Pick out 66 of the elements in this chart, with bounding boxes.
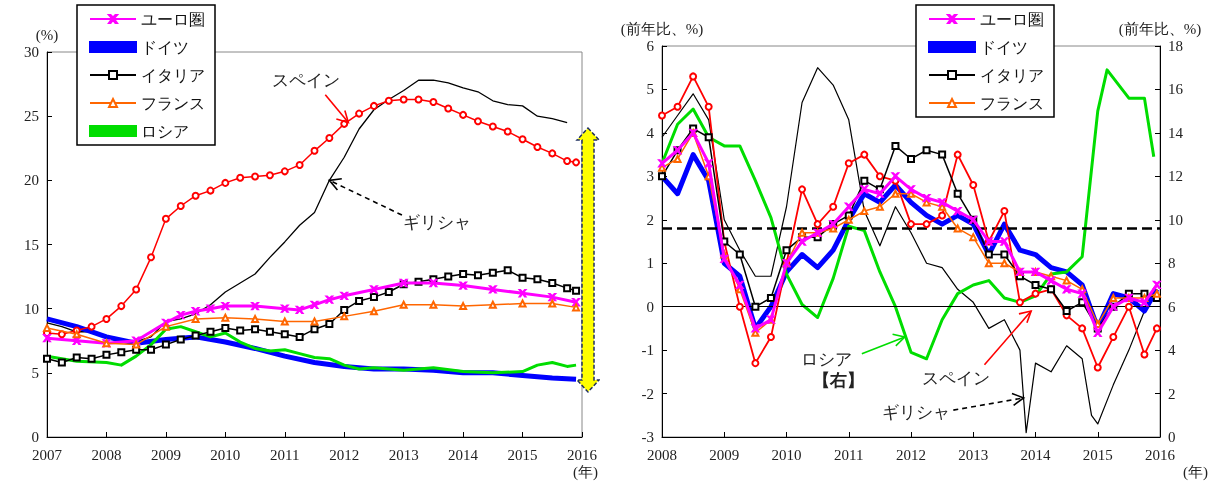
x-tick-label: 2012 — [896, 446, 926, 463]
x-tick-label: 2016 — [567, 446, 598, 463]
y-tick-label: 3 — [646, 168, 654, 185]
x-tick-label: 2010 — [210, 446, 241, 463]
y-tick-label: 30 — [24, 44, 39, 60]
x-tick-label: 2014 — [448, 446, 479, 463]
y-tick-label: 0 — [31, 429, 39, 445]
x-axis-title: (年) — [573, 463, 599, 481]
annotation: ギリシャ — [881, 403, 950, 423]
annotation: 【右】 — [813, 371, 864, 390]
y-tick-label: -2 — [641, 385, 654, 402]
y2-tick-label: 2 — [1168, 385, 1176, 402]
legend-label: ユーロ圏 — [980, 10, 1044, 28]
y2-tick-label: 14 — [1168, 124, 1184, 141]
legend-label: イタリア — [141, 66, 205, 84]
y2-axis-title: (前年比、%) — [1118, 20, 1202, 38]
y-tick-label: 2 — [646, 211, 654, 228]
x-tick-label: 2008 — [91, 446, 122, 463]
y-tick-label: -1 — [641, 342, 654, 359]
x-axis-title: (年) — [1183, 463, 1209, 481]
y-tick-label: 25 — [24, 108, 39, 125]
y-tick-label: 1 — [646, 255, 654, 272]
legend-label: ドイツ — [980, 38, 1028, 56]
legend-label: ドイツ — [141, 38, 189, 56]
y2-tick-label: 16 — [1168, 81, 1184, 98]
legend-label: ロシア — [141, 122, 189, 140]
y-tick-label: 4 — [646, 124, 655, 141]
y-axis-title: (%) — [35, 26, 59, 44]
x-tick-label: 2008 — [647, 446, 677, 463]
y2-tick-label: 6 — [1168, 298, 1176, 315]
annotation: スペイン — [922, 368, 991, 388]
y2-tick-label: 18 — [1168, 38, 1183, 54]
x-tick-label: 2009 — [150, 446, 181, 463]
x-tick-label: 2016 — [1145, 446, 1176, 463]
x-tick-label: 2015 — [507, 446, 538, 463]
y2-tick-label: 4 — [1168, 342, 1176, 359]
y-tick-label: 5 — [646, 81, 654, 98]
y-axis-title: (前年比、%) — [620, 20, 704, 38]
x-tick-label: 2007 — [32, 446, 63, 463]
y-tick-label: 6 — [646, 38, 655, 54]
y2-tick-label: 12 — [1168, 168, 1183, 185]
x-tick-label: 2011 — [270, 446, 300, 463]
x-tick-label: 2013 — [388, 446, 419, 463]
y2-tick-label: 0 — [1168, 429, 1176, 445]
legend-label: フランス — [980, 94, 1044, 112]
x-tick-label: 2015 — [1082, 446, 1113, 463]
x-tick-label: 2014 — [1020, 446, 1051, 463]
annotation: ギリシャ — [403, 212, 472, 232]
y-tick-label: 5 — [31, 364, 39, 381]
annotation: スペイン — [272, 71, 341, 91]
y-tick-label: 15 — [24, 236, 39, 253]
y-tick-label: 10 — [24, 300, 39, 317]
x-tick-label: 2009 — [709, 446, 740, 463]
x-tick-label: 2012 — [329, 446, 360, 463]
y-tick-label: 0 — [646, 298, 654, 315]
x-tick-label: 2013 — [958, 446, 989, 463]
y-tick-label: -3 — [641, 429, 654, 445]
x-tick-label: 2010 — [771, 446, 802, 463]
annotation: ロシア — [801, 349, 853, 369]
y-tick-label: 20 — [24, 172, 39, 189]
legend-label: イタリア — [980, 66, 1044, 84]
y2-tick-label: 10 — [1168, 211, 1183, 228]
x-tick-label: 2011 — [834, 446, 864, 463]
y2-tick-label: 8 — [1168, 255, 1176, 272]
legend-label: フランス — [141, 94, 205, 112]
legend-label: ユーロ圏 — [141, 10, 205, 28]
